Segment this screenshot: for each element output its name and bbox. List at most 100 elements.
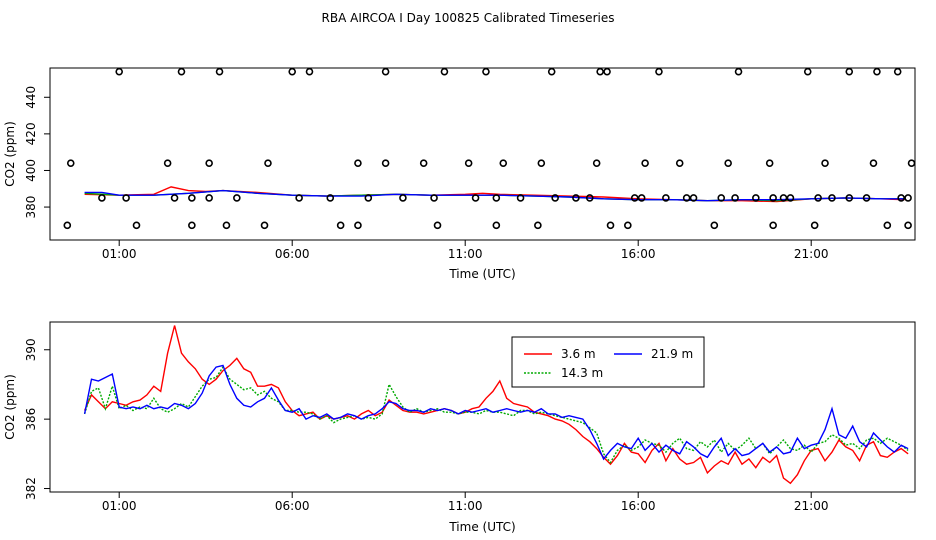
x-tick-label: 01:00: [102, 499, 137, 513]
x-axis-label: Time (UTC): [448, 520, 515, 534]
y-tick-label: 420: [24, 122, 38, 145]
calibration-point: [897, 194, 905, 202]
legend-label: 3.6 m: [561, 347, 596, 361]
calibration-point: [603, 67, 611, 76]
calibration-point: [499, 159, 508, 167]
calibration-point: [675, 159, 684, 167]
calibration-point: [572, 194, 580, 202]
calibration-point: [731, 194, 739, 202]
plot-frame: [49, 321, 916, 493]
calibration-point: [883, 221, 892, 230]
calibration-point: [260, 221, 269, 230]
calibration-point: [724, 159, 732, 167]
y-tick-label: 386: [24, 408, 38, 431]
x-tick-label: 11:00: [448, 499, 483, 513]
x-tick-label: 16:00: [621, 247, 656, 261]
calibration-point: [215, 67, 224, 76]
calibration-point: [364, 194, 373, 202]
x-tick-label: 11:00: [448, 247, 483, 261]
calibration-point: [433, 221, 442, 230]
calibration-point: [637, 194, 646, 202]
y-tick-label: 390: [24, 338, 38, 361]
calibration-point: [641, 159, 649, 167]
calibration-point: [66, 159, 75, 167]
calibration-point: [734, 67, 743, 76]
x-tick-label: 21:00: [794, 247, 829, 261]
calibration-point: [537, 159, 546, 167]
calibration-point: [630, 194, 639, 202]
calibration-point: [828, 194, 836, 202]
x-tick-label: 21:00: [794, 499, 829, 513]
y-tick-label: 440: [24, 86, 38, 109]
calibration-point: [264, 159, 272, 167]
calibration-point: [440, 67, 449, 76]
calibration-point: [752, 194, 760, 202]
calibration-point: [873, 67, 881, 76]
calibration-point: [769, 194, 777, 202]
calibration-point: [821, 159, 829, 167]
y-axis-label: CO2 (ppm): [3, 374, 17, 440]
calibration-point: [205, 159, 213, 167]
calibration-point: [904, 194, 912, 202]
calibration-point: [551, 194, 559, 202]
series-line-14-3-m: [83, 365, 909, 464]
calibration-point: [814, 194, 822, 202]
x-tick-label: 06:00: [275, 247, 310, 261]
figure-title: RBA AIRCOA I Day 100825 Calibrated Times…: [322, 11, 615, 25]
calibration-point: [689, 194, 698, 202]
calibration-point: [769, 221, 777, 230]
legend: 3.6 m 21.9 m 14.3 m: [511, 336, 705, 388]
calibration-point: [779, 194, 788, 202]
calibration-point: [516, 194, 525, 202]
top-panel: 01:00 06:00 11:00 16:00 21:00 380 400 420 440 Tim…: [3, 67, 916, 281]
calibration-point: [326, 194, 335, 202]
calibration-point: [419, 159, 428, 167]
calibration-point: [188, 194, 196, 202]
calibration-point: [869, 159, 878, 167]
calibration-point: [547, 67, 556, 76]
bottom-panel: 01:00 06:00 11:00 16:00 21:00 382 386 390 Time (…: [3, 321, 916, 534]
calibration-point: [354, 221, 362, 230]
calibration-point: [381, 67, 390, 76]
calibration-point: [492, 194, 501, 202]
calibration-point: [585, 194, 594, 202]
calibration-point: [662, 194, 670, 202]
calibration-point: [592, 159, 601, 167]
calibration-point: [354, 159, 362, 167]
y-axis-label: CO2 (ppm): [3, 121, 17, 187]
calibration-point: [63, 221, 72, 230]
calibration-point: [765, 159, 774, 167]
calibration-point: [624, 221, 632, 230]
calibration-point: [177, 67, 186, 76]
calibration-point: [534, 221, 542, 230]
calibration-point: [862, 194, 871, 202]
series-line-21-9-m: [83, 364, 909, 461]
legend-label: 21.9 m: [651, 347, 693, 361]
calibration-point: [295, 194, 303, 202]
x-axis-label: Time (UTC): [448, 267, 515, 281]
calibration-point: [596, 67, 604, 76]
legend-label: 14.3 m: [561, 366, 603, 380]
calibration-point: [222, 221, 231, 230]
x-tick-label: 01:00: [102, 247, 137, 261]
calibration-point: [98, 194, 106, 202]
series-line-3-6-m: [84, 186, 905, 203]
plot-frame: [49, 67, 916, 241]
legend-box: [511, 336, 705, 388]
calibration-point: [845, 194, 854, 202]
x-tick-label: 06:00: [275, 499, 310, 513]
y-tick-label: 382: [24, 477, 38, 500]
calibration-point: [471, 194, 480, 202]
calibration-point: [482, 67, 490, 76]
y-tick-label: 400: [24, 159, 38, 182]
series-line-3-6-m: [83, 325, 909, 485]
calibration-point: [606, 221, 615, 230]
calibration-point: [492, 221, 501, 230]
calibration-point: [305, 67, 314, 76]
calibration-point: [163, 159, 172, 167]
calibration-point: [132, 221, 141, 230]
calibration-point: [122, 194, 130, 202]
calibration-point: [381, 159, 390, 167]
calibration-point: [845, 67, 854, 76]
